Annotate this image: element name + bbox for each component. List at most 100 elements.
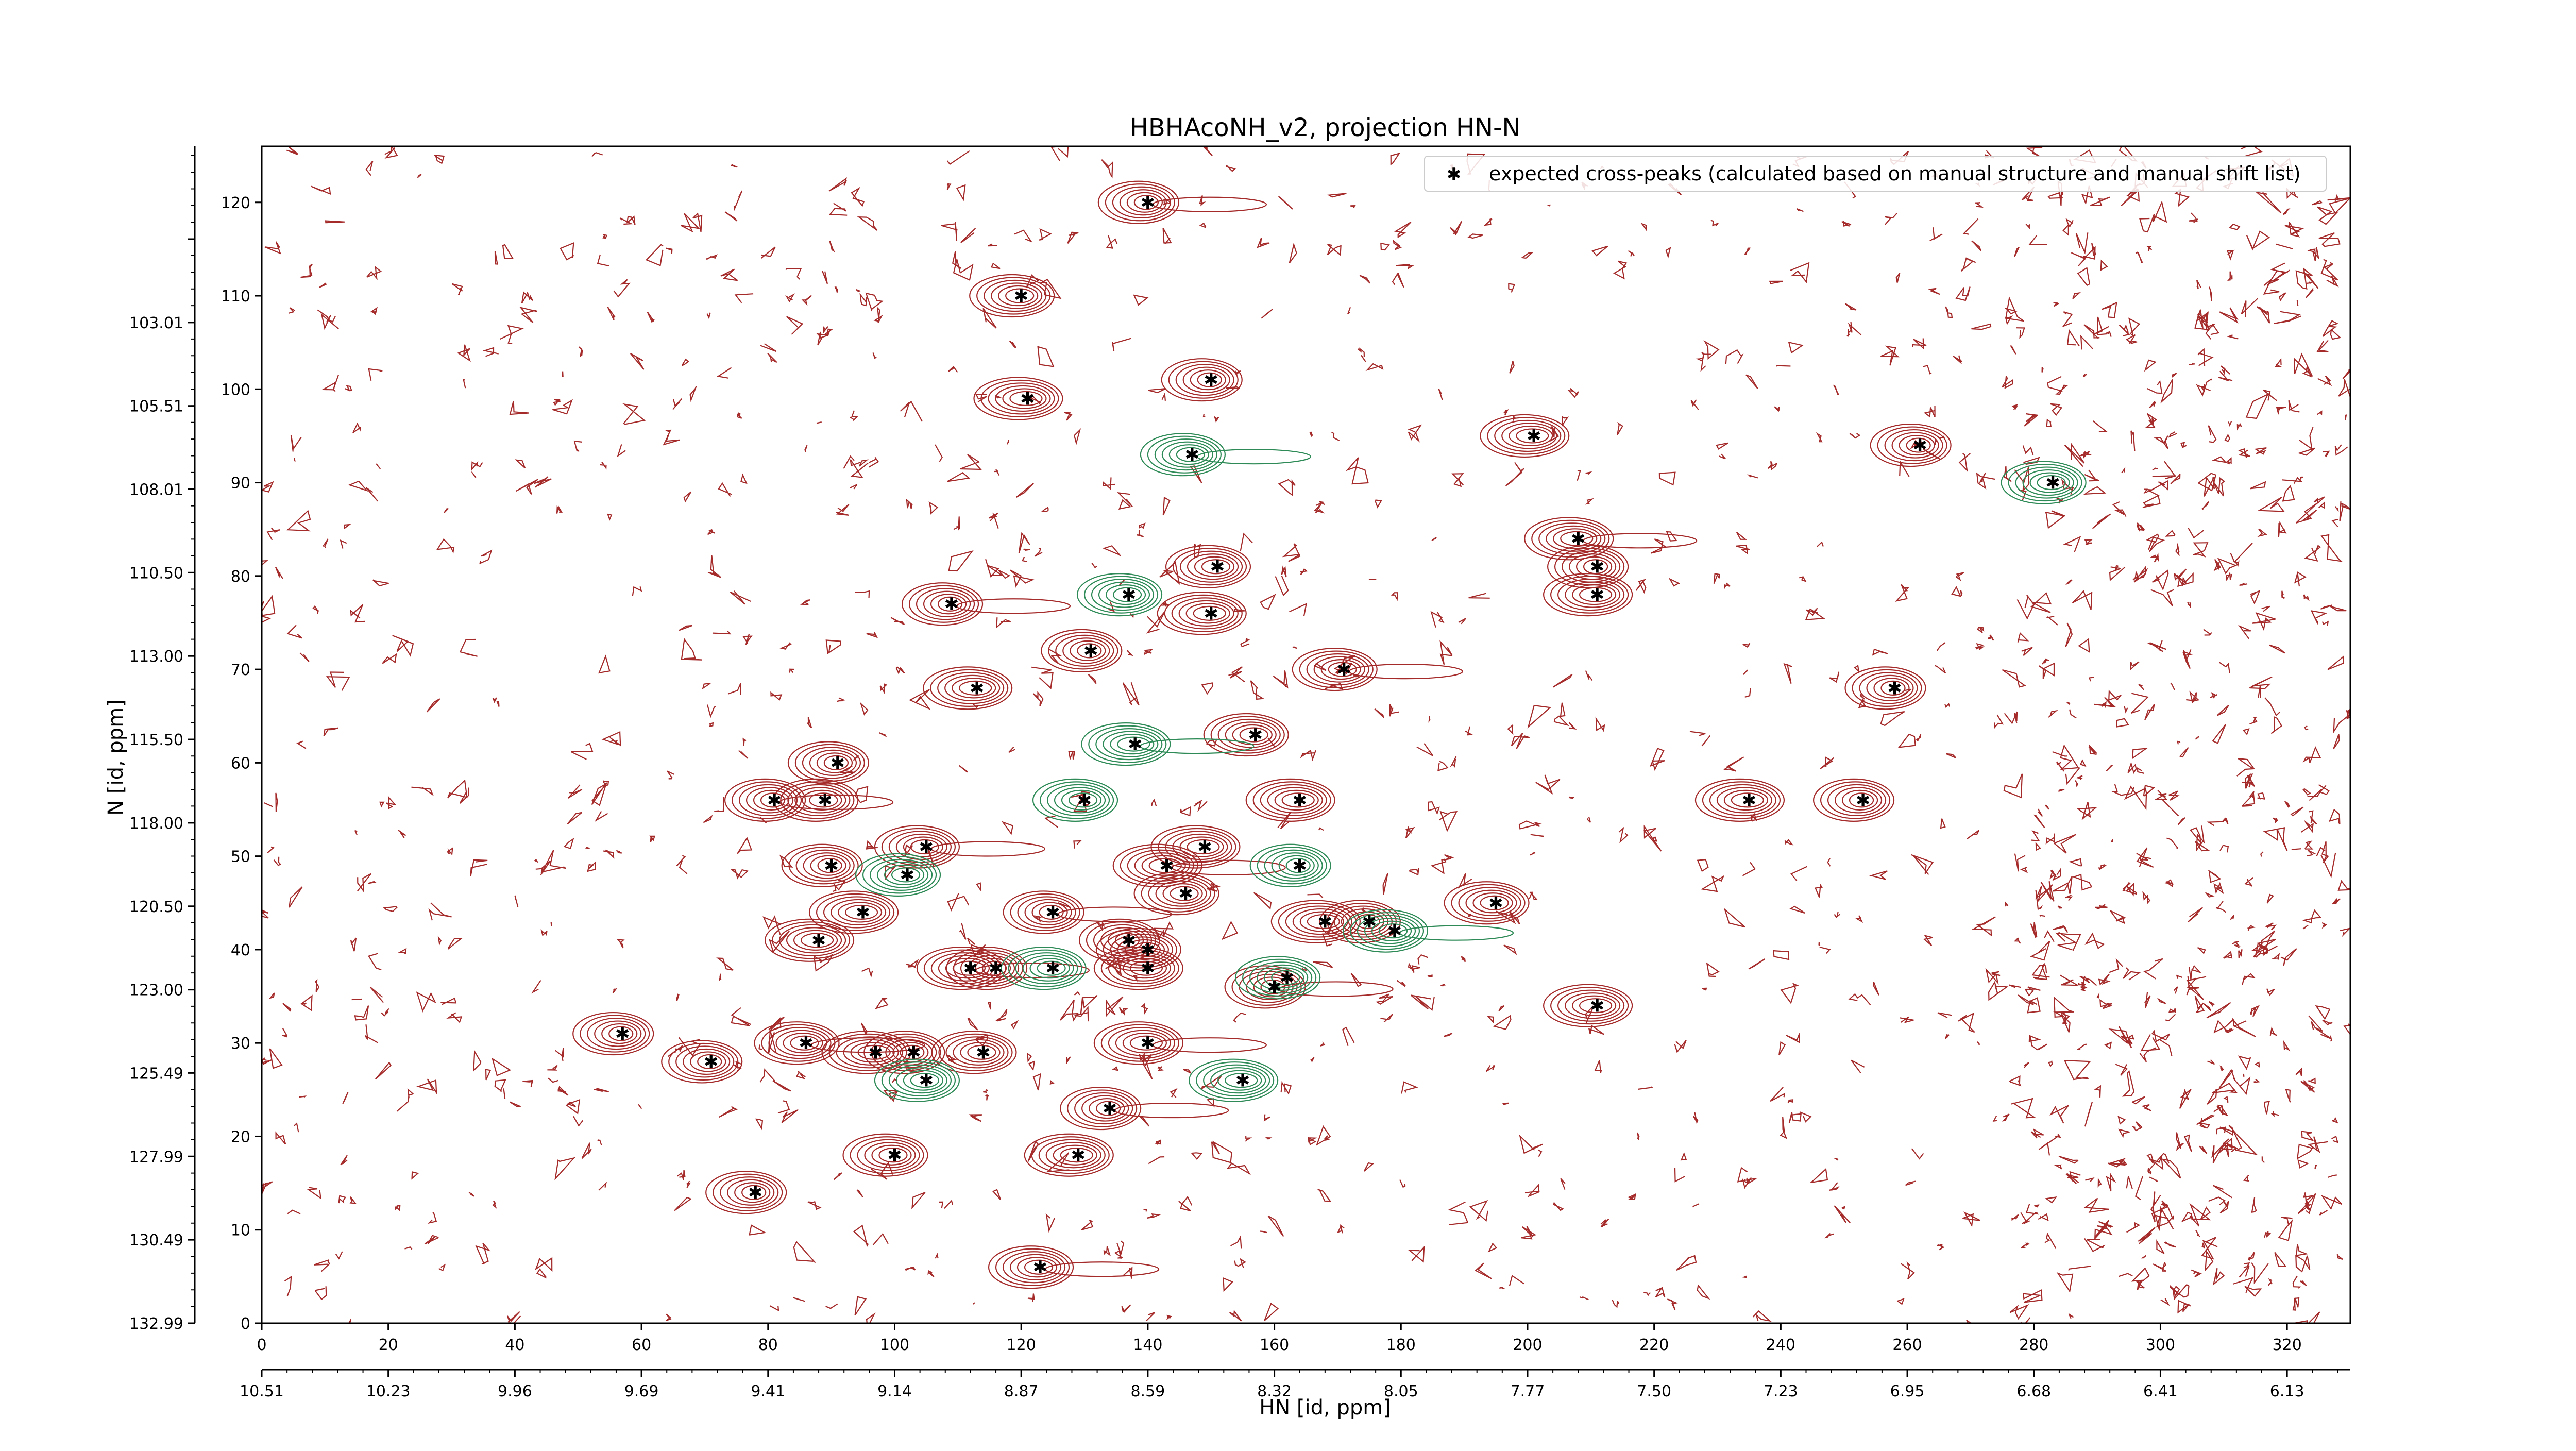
noise-contour (2077, 1043, 2087, 1051)
noise-contour (2318, 501, 2325, 509)
noise-contour (1074, 991, 1080, 996)
noise-contour (2297, 1159, 2310, 1169)
noise-contour (2280, 948, 2297, 966)
y-index-tick-label: 40 (231, 941, 250, 959)
peak-contour-tail (1348, 664, 1463, 680)
noise-contour (2317, 206, 2339, 225)
noise-contour (1787, 1099, 1794, 1104)
noise-contour (2160, 379, 2173, 404)
peak-contour-ring (713, 1173, 783, 1211)
noise-contour (2028, 1035, 2041, 1042)
noise-contour (716, 957, 734, 971)
noise-contour (988, 512, 999, 529)
noise-contour (2108, 1158, 2127, 1168)
peak-contour-group (1870, 423, 1952, 467)
noise-contour (2082, 374, 2088, 378)
cross-peak-marker: ✱ (989, 958, 1004, 979)
noise-contour (2288, 400, 2300, 413)
noise-contour (369, 986, 384, 1003)
noise-contour (2224, 1028, 2232, 1033)
noise-contour (368, 368, 383, 381)
noise-contour (1745, 374, 1758, 389)
noise-contour (2151, 1206, 2167, 1223)
noise-contour (2308, 1311, 2320, 1323)
noise-contour (1585, 670, 1593, 681)
noise-contour (2177, 817, 2185, 825)
cross-peak-marker: ✱ (748, 1183, 763, 1203)
noise-contour (2085, 1177, 2095, 1182)
noise-contour (264, 241, 281, 255)
noise-contour (2322, 320, 2339, 337)
peak-contour-ring (1880, 680, 1906, 696)
noise-contour (2033, 814, 2045, 829)
noise-contour (911, 1192, 926, 1210)
noise-contour (275, 792, 278, 812)
noise-contour (2236, 758, 2255, 777)
noise-contour (1502, 1102, 1509, 1105)
noise-contour (2320, 604, 2332, 610)
noise-contour (676, 1170, 686, 1180)
noise-contour (2330, 328, 2342, 340)
noise-contour (953, 516, 960, 531)
noise-contour (2144, 992, 2151, 1008)
noise-contour (2024, 986, 2041, 997)
noise-contour (2063, 1060, 2091, 1081)
noise-contour (1394, 222, 1412, 239)
x-index-tick-label: 60 (632, 1336, 651, 1354)
noise-contour (1651, 538, 1666, 554)
noise-contour (1325, 683, 1344, 690)
noise-contour (1117, 492, 1133, 508)
noise-contour (2080, 334, 2093, 350)
noise-contour (552, 399, 573, 415)
peak-contour-group (1292, 648, 1463, 691)
noise-contour (2209, 286, 2212, 301)
peak-contour-group (1543, 572, 1633, 617)
noise-contour (2044, 1232, 2056, 1250)
noise-contour (785, 268, 802, 280)
noise-contour (1088, 673, 1097, 684)
noise-contour (2157, 997, 2166, 1004)
noise-contour (2033, 963, 2048, 981)
peak-contour-ring (1022, 955, 1074, 982)
peak-contour-ring (830, 899, 887, 926)
noise-contour (1074, 1006, 1089, 1022)
noise-contour (906, 498, 913, 509)
noise-contour (1816, 432, 1823, 443)
noise-contour (2116, 718, 2129, 728)
peak-contour-ring (741, 1185, 767, 1200)
noise-contour (1289, 242, 1297, 264)
noise-contour (2307, 789, 2323, 801)
noise-contour (1742, 1177, 1752, 1189)
noise-contour (2135, 251, 2143, 263)
noise-contour (1628, 250, 1635, 257)
noise-contour (2042, 658, 2049, 665)
peak-contour-ring (2037, 475, 2066, 491)
noise-contour (2048, 710, 2058, 718)
x-ppm-tick-label: 6.41 (2143, 1382, 2178, 1401)
noise-contour (2133, 565, 2146, 583)
noise-contour (2024, 413, 2038, 427)
noise-contour (1885, 213, 1897, 225)
noise-contour (570, 743, 594, 760)
peak-contour-ring (930, 669, 1009, 707)
noise-contour (720, 268, 738, 281)
noise-contour (1706, 962, 1720, 977)
noise-contour (2247, 924, 2256, 931)
peak-contour-ring (959, 680, 992, 696)
noise-contour (585, 847, 590, 849)
noise-contour (1588, 1024, 1604, 1035)
peak-contour-ring (1067, 1089, 1138, 1127)
noise-contour (2020, 1212, 2027, 1224)
noise-contour (777, 1100, 790, 1114)
noise-contour (533, 858, 539, 863)
noise-contour (2304, 840, 2314, 850)
peak-contour-ring (1557, 989, 1625, 1022)
peak-contour-ring (1117, 736, 1150, 752)
noise-contour (1829, 1182, 1840, 1191)
noise-contour (731, 869, 749, 880)
peak-contour-ring (1140, 433, 1226, 477)
noise-contour (479, 549, 493, 565)
noise-contour (598, 654, 611, 674)
peak-contour-ring (1217, 1070, 1262, 1091)
